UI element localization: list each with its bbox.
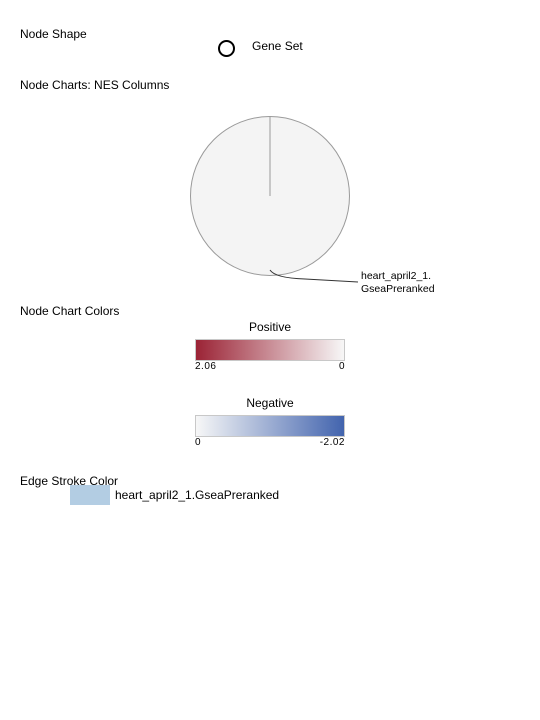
node-shape-title: Node Shape: [20, 27, 87, 41]
pie-label-line2: GseaPreranked: [361, 283, 435, 295]
negative-legend-title: Negative: [246, 396, 294, 410]
positive-max-label: 0: [338, 361, 345, 372]
positive-gradient-labels: 2.06 0: [195, 361, 345, 375]
negative-min-label: 0: [195, 437, 202, 448]
edge-stroke-title: Edge Stroke Color: [20, 474, 119, 488]
pie-label-leader: [269, 269, 359, 283]
node-charts-title: Node Charts: NES Columns: [20, 78, 170, 92]
positive-min-label: 2.06: [195, 361, 217, 372]
positive-legend: Positive 2.06 0: [195, 320, 345, 375]
edge-stroke-label: heart_april2_1.GseaPreranked: [115, 488, 280, 502]
pie-label-line1: heart_april2_1.: [361, 270, 431, 282]
positive-gradient-bar: [195, 339, 345, 361]
circle-outline-icon: [218, 39, 235, 57]
positive-legend-title: Positive: [248, 320, 292, 334]
negative-max-label: -2.02: [319, 437, 345, 448]
edge-stroke-row: heart_april2_1.GseaPreranked: [70, 485, 279, 505]
node-shape-row: Gene Set: [218, 38, 303, 58]
node-chart-colors-title: Node Chart Colors: [20, 304, 120, 318]
negative-gradient-labels: 0 -2.02: [195, 437, 345, 451]
edge-color-swatch: [70, 485, 110, 505]
negative-legend: Negative 0 -2.02: [195, 396, 345, 451]
pie-chart: heart_april2_1. GseaPreranked: [190, 116, 435, 295]
negative-gradient-bar: [195, 415, 345, 437]
node-shape-label: Gene Set: [252, 39, 303, 53]
